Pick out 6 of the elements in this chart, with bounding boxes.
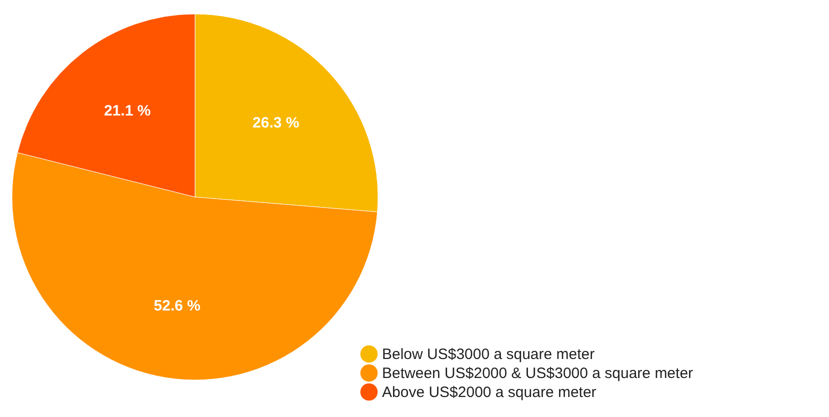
data-label: 52.6 %: [154, 298, 200, 315]
data-label: 26.3 %: [252, 114, 300, 132]
data-label: 21.1 %: [104, 102, 151, 120]
legend-label: Above US$2000 a square meter: [382, 384, 596, 401]
legend-label: Between US$2000 & US$3000 a square meter: [382, 365, 694, 382]
legend-label: Below US$3000 a square meter: [382, 346, 595, 363]
